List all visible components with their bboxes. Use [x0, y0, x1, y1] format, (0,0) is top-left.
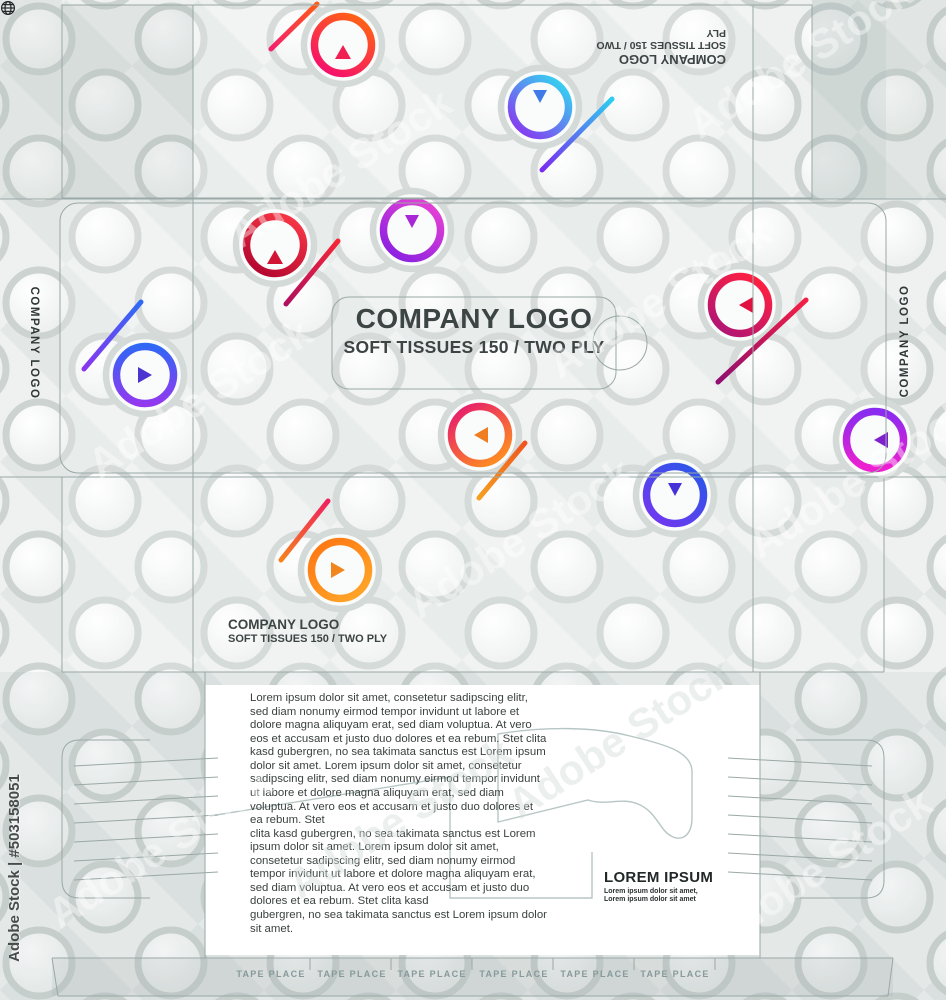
tape-strip: [51, 957, 894, 997]
info-paragraph: Lorem ipsum dolor sit amet, consetetur s…: [250, 692, 547, 827]
tape-place-label: TAPE PLACE: [236, 969, 306, 979]
info-paragraph: clita kasd gubergren, no sea takimata sa…: [250, 827, 536, 908]
side-panel-logo-left: COMPANY LOGO: [28, 286, 40, 400]
product-subtitle-text: SOFT TISSUES 150 / TWO PLY: [343, 337, 605, 357]
perforation-outline: [209, 727, 693, 899]
product-subtitle-text: SOFT TISSUES 150 / TWO PLY: [596, 27, 726, 51]
info-paragraph: gubergren, no sea takimata sanctus est L…: [250, 909, 547, 935]
tape-place-label: TAPE PLACE: [560, 969, 630, 979]
globe-icon: [0, 0, 16, 16]
info-panel: [205, 685, 760, 955]
dielines: [0, 4, 946, 997]
decor-rings: [112, 12, 908, 603]
brand-name: LOREM IPSUM: [604, 869, 714, 886]
decor-lines: [81, 1, 809, 563]
watermark-asset-id: Adobe Stock | #503158051: [6, 774, 23, 962]
top-panel-logo-flipped: COMPANY LOGO SOFT TISSUES 150 / TWO PLY: [594, 27, 726, 67]
product-subtitle-text: SOFT TISSUES 150 / TWO PLY: [228, 633, 388, 645]
company-logo-text: COMPANY LOGO: [618, 52, 726, 67]
company-logo-text: COMPANY LOGO: [355, 303, 593, 334]
side-panel-logo-right: COMPANY LOGO: [899, 284, 911, 398]
bottom-panel-logo: COMPANY LOGO SOFT TISSUES 150 / TWO PLY: [228, 617, 488, 645]
brand-tagline-line1: Lorem ipsum dolor sit amet,: [604, 888, 698, 895]
brand-tagline: Lorem ipsum dolor sit amet, Lorem ipsum …: [604, 888, 698, 904]
front-panel-logo: COMPANY LOGO SOFT TISSUES 150 / TWO PLY: [332, 303, 616, 358]
tape-place-label: TAPE PLACE: [640, 969, 710, 979]
tape-place-label: TAPE PLACE: [479, 969, 549, 979]
brand-tagline-line2: Lorem ipsum dolor sit amet: [604, 896, 696, 903]
glue-hatch-right: [727, 757, 873, 881]
info-text-block: Lorem ipsum dolor sit amet, consetetur s…: [250, 692, 548, 936]
tape-place-label: TAPE PLACE: [317, 969, 387, 979]
company-logo-text: COMPANY LOGO: [228, 617, 340, 632]
decor-graphics: [81, 1, 918, 613]
glue-hatch-left: [73, 757, 219, 881]
tape-place-label: TAPE PLACE: [397, 969, 467, 979]
decor-triangles: [138, 45, 888, 578]
